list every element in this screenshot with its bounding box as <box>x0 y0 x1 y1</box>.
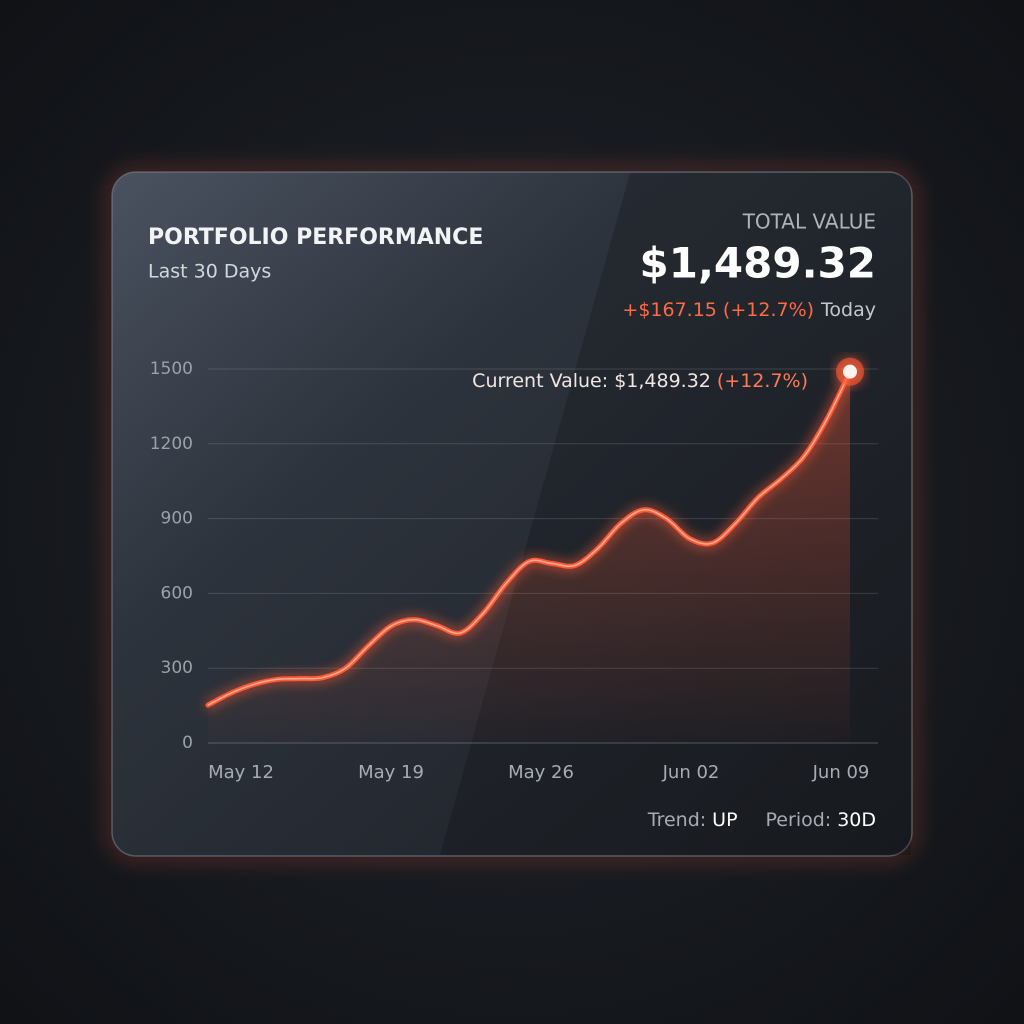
area <box>208 371 850 743</box>
y-tick-label: 1500 <box>150 359 193 379</box>
annotation-text: Current Value: $1,489.32 <box>472 370 711 392</box>
change-period: Today <box>820 299 876 321</box>
chart-subtitle: Last 30 Days <box>148 261 271 283</box>
change-value: +$167.15 (+12.7%) <box>622 299 814 321</box>
trend-label: Trend: <box>647 809 706 831</box>
trend-value: UP <box>712 809 737 831</box>
annotation: Current Value: $1,489.32 (+12.7%) <box>472 370 808 392</box>
y-tick-label: 600 <box>161 583 193 603</box>
footer: Trend: UP Period: 30D <box>647 809 876 831</box>
line-core <box>207 371 851 706</box>
x-tick-label: Jun 09 <box>812 762 870 783</box>
change: +$167.15 (+12.7%) Today <box>622 299 876 321</box>
annotation-change: (+12.7%) <box>717 370 808 392</box>
x-tick-label: Jun 02 <box>662 762 720 783</box>
period-value: 30D <box>837 809 876 831</box>
end-point <box>843 364 857 379</box>
y-tick-label: 900 <box>161 509 193 529</box>
x-tick-label: May 19 <box>358 762 424 783</box>
y-tick-label: 0 <box>182 733 193 753</box>
period-label: Period: <box>766 809 832 831</box>
x-tick-label: May 26 <box>508 762 574 783</box>
chart-title: PORTFOLIO PERFORMANCE <box>148 225 483 250</box>
y-tick-label: 1200 <box>150 434 193 454</box>
total-value: $1,489.32 <box>640 239 876 288</box>
y-tick-label: 300 <box>161 658 193 678</box>
total-label: TOTAL VALUE <box>742 210 876 234</box>
x-tick-label: May 12 <box>208 762 274 783</box>
